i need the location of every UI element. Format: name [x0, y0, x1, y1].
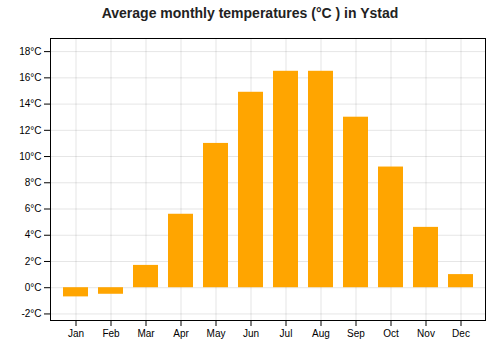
svg-text:Sep: Sep — [347, 328, 365, 339]
svg-text:16°C: 16°C — [19, 72, 41, 83]
svg-text:Jan: Jan — [68, 328, 84, 339]
svg-text:Apr: Apr — [173, 328, 189, 339]
svg-text:Oct: Oct — [383, 328, 399, 339]
svg-text:Mar: Mar — [137, 328, 155, 339]
svg-text:Feb: Feb — [102, 328, 120, 339]
svg-text:-2°C: -2°C — [21, 308, 41, 319]
svg-text:8°C: 8°C — [25, 177, 42, 188]
svg-text:14°C: 14°C — [19, 98, 41, 109]
svg-text:12°C: 12°C — [19, 125, 41, 136]
svg-text:4°C: 4°C — [25, 229, 42, 240]
svg-text:Jun: Jun — [243, 328, 259, 339]
html-text:Average monthly temperatures (: Average monthly temperatures (°C ) in Ys… — [101, 5, 399, 21]
svg-text:2°C: 2°C — [25, 256, 42, 267]
svg-text:Nov: Nov — [417, 328, 435, 339]
svg-text:Aug: Aug — [312, 328, 330, 339]
svg-text:Dec: Dec — [452, 328, 470, 339]
svg-text:10°C: 10°C — [19, 151, 41, 162]
svg-text:May: May — [207, 328, 226, 339]
svg-text:6°C: 6°C — [25, 203, 42, 214]
svg-text:Jul: Jul — [280, 328, 293, 339]
svg-text:0°C: 0°C — [25, 282, 42, 293]
svg-text:18°C: 18°C — [19, 46, 41, 57]
